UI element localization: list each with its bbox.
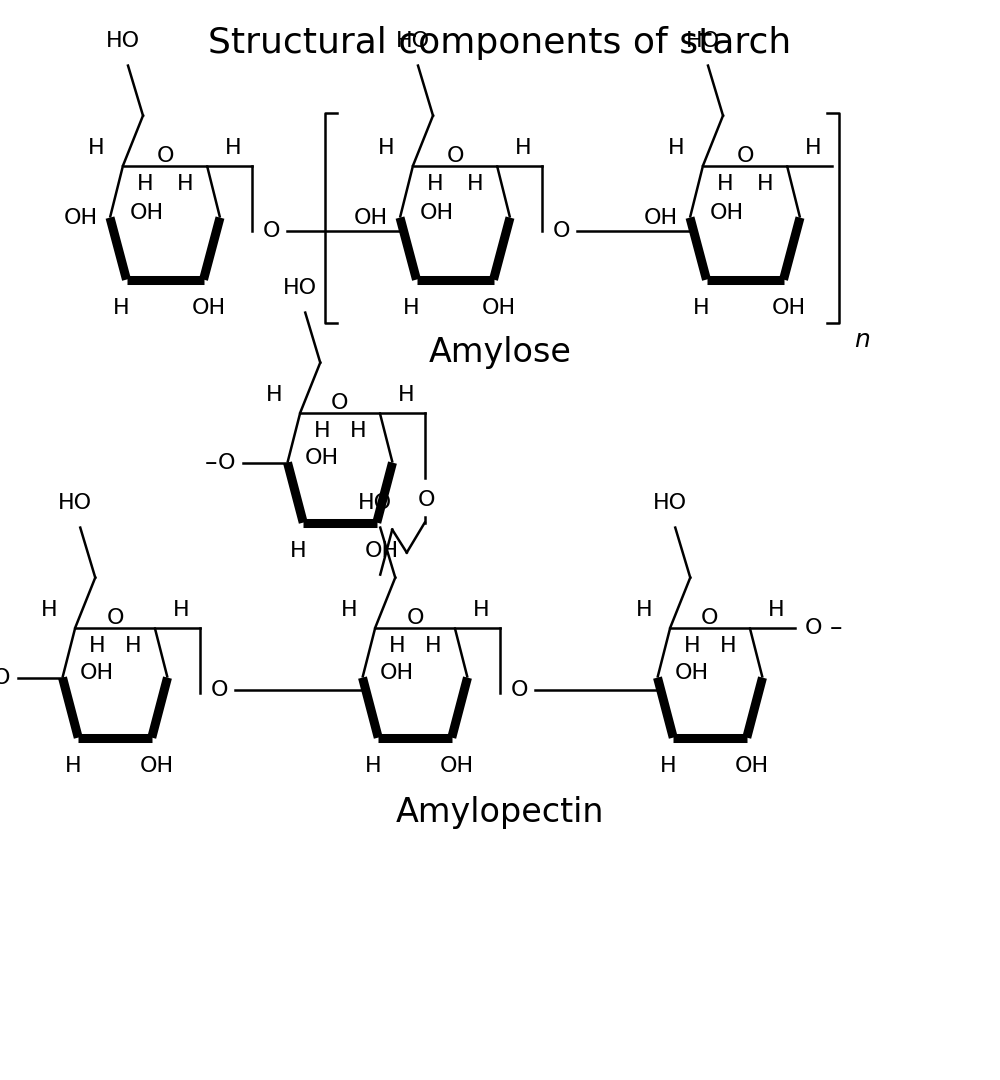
Text: H: H <box>173 599 189 620</box>
Text: H: H <box>403 298 420 318</box>
Text: HO: HO <box>653 492 687 513</box>
Text: H: H <box>89 636 106 656</box>
Text: OH: OH <box>140 756 174 775</box>
Text: OH: OH <box>365 541 399 561</box>
Text: H: H <box>515 137 532 158</box>
Text: H: H <box>684 636 701 656</box>
Text: O: O <box>701 608 719 627</box>
Text: H: H <box>757 174 773 193</box>
Text: H: H <box>768 599 784 620</box>
Text: –: – <box>205 450 218 474</box>
Text: O: O <box>511 679 528 700</box>
Text: H: H <box>177 174 193 193</box>
Text: H: H <box>473 599 489 620</box>
Text: O: O <box>553 220 571 241</box>
Text: H: H <box>88 137 105 158</box>
Text: O: O <box>106 608 124 627</box>
Text: OH: OH <box>305 447 339 468</box>
Text: O: O <box>156 146 174 165</box>
Text: OH: OH <box>380 663 414 683</box>
Text: O: O <box>263 220 281 241</box>
Text: HO: HO <box>358 492 392 513</box>
Text: OH: OH <box>191 298 226 318</box>
Text: Amylose: Amylose <box>429 336 571 369</box>
Text: H: H <box>378 137 395 158</box>
Text: HO: HO <box>686 30 720 51</box>
Text: H: H <box>225 137 242 158</box>
Text: OH: OH <box>644 207 678 228</box>
Text: H: H <box>365 756 382 775</box>
Text: H: H <box>341 599 357 620</box>
Text: O: O <box>418 489 436 510</box>
Text: Vector: Vector <box>20 1040 78 1057</box>
Text: O: O <box>0 667 10 688</box>
Text: H: H <box>349 420 366 441</box>
Text: Structural components of starch: Structural components of starch <box>208 26 792 59</box>
Text: Amylopectin: Amylopectin <box>396 796 604 829</box>
Text: H: H <box>427 174 443 193</box>
Text: OH: OH <box>735 756 769 775</box>
Text: HO: HO <box>283 278 317 298</box>
Text: OH: OH <box>130 203 164 222</box>
Text: HO: HO <box>106 30 140 51</box>
Text: VectorStock.com/3769311: VectorStock.com/3769311 <box>742 1040 980 1057</box>
Text: OH: OH <box>710 203 744 222</box>
Text: H: H <box>805 137 822 158</box>
Text: O: O <box>406 608 424 627</box>
Text: H: H <box>389 636 406 656</box>
Text: OH: OH <box>80 663 114 683</box>
Text: H: H <box>65 756 82 775</box>
Text: OH: OH <box>675 663 709 683</box>
Text: H: H <box>137 174 153 193</box>
Text: H: H <box>314 420 331 441</box>
Text: n: n <box>854 327 870 352</box>
Text: H: H <box>266 384 282 405</box>
Text: H: H <box>717 174 733 193</box>
Text: H: H <box>467 174 483 193</box>
Text: O: O <box>805 618 822 637</box>
Text: H: H <box>660 756 677 775</box>
Text: OH: OH <box>354 207 388 228</box>
Text: H: H <box>668 137 685 158</box>
Text: O: O <box>331 393 349 413</box>
Text: O: O <box>446 146 464 165</box>
Text: Stock: Stock <box>63 1040 120 1057</box>
Text: H: H <box>719 636 736 656</box>
Text: OH: OH <box>481 298 516 318</box>
Text: OH: OH <box>771 298 806 318</box>
Text: H: H <box>124 636 141 656</box>
Text: H: H <box>41 599 57 620</box>
Text: HO: HO <box>396 30 430 51</box>
Text: H: H <box>424 636 441 656</box>
Text: OH: OH <box>420 203 454 222</box>
Text: –: – <box>830 616 842 639</box>
Text: H: H <box>636 599 652 620</box>
Text: H: H <box>398 384 414 405</box>
Text: O: O <box>218 453 236 473</box>
Text: OH: OH <box>440 756 474 775</box>
Text: OH: OH <box>64 207 98 228</box>
Text: H: H <box>113 298 130 318</box>
Text: O: O <box>211 679 228 700</box>
Text: H: H <box>290 541 307 561</box>
Text: ®: ® <box>108 1042 120 1055</box>
Text: HO: HO <box>58 492 92 513</box>
Text: O: O <box>736 146 754 165</box>
Text: H: H <box>693 298 710 318</box>
